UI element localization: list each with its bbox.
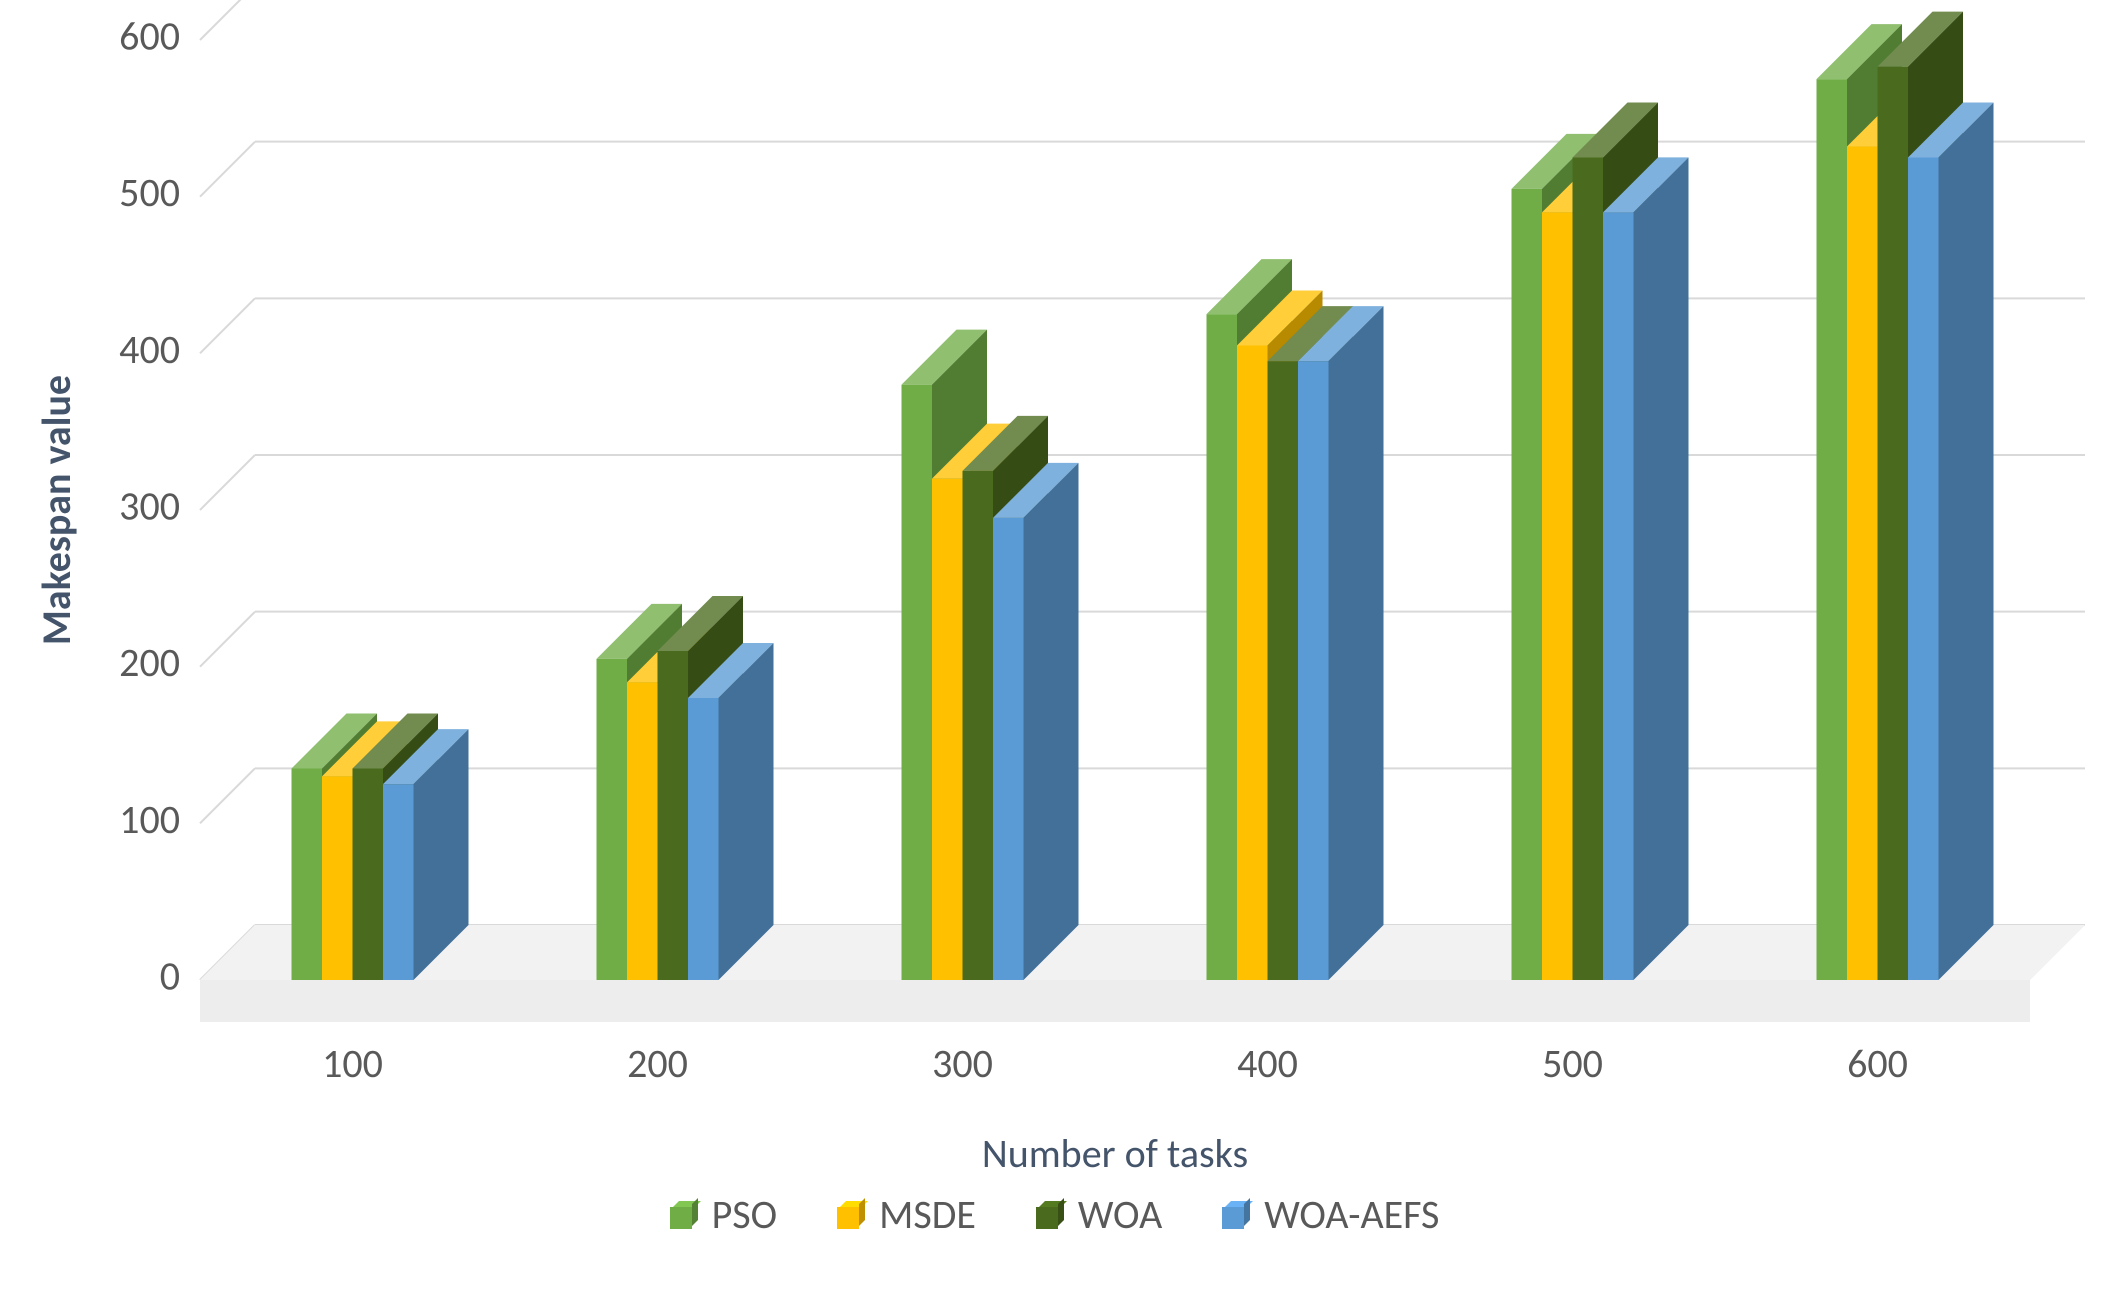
bar	[688, 643, 774, 980]
chart-root: 0 100 200 300 400 500 600 100 200 300 400 500 600 Num…	[0, 0, 2109, 1287]
bar	[1603, 157, 1689, 980]
y-tick-label: 500	[119, 168, 180, 217]
back-wall	[255, 0, 2085, 925]
x-axis-label: Number of tasks	[982, 1129, 1248, 1178]
x-tick-label: 300	[932, 1039, 993, 1088]
bar	[1298, 306, 1384, 980]
legend-label: PSO	[712, 1190, 778, 1239]
x-tick-label: 400	[1237, 1039, 1298, 1088]
x-tick-label: 100	[322, 1039, 383, 1088]
legend-item: WOA-AEFS	[1222, 1190, 1439, 1239]
legend-label: WOA-AEFS	[1264, 1190, 1439, 1239]
legend-swatch	[1036, 1201, 1064, 1229]
legend-item: WOA	[1036, 1190, 1162, 1239]
legend-swatch	[1222, 1201, 1250, 1229]
x-tick-label: 600	[1847, 1039, 1908, 1088]
legend-label: MSDE	[879, 1190, 976, 1239]
legend-item: MSDE	[837, 1190, 976, 1239]
y-tick-label: 300	[119, 482, 180, 531]
legend-swatch	[670, 1201, 698, 1229]
chart-svg: 0 100 200 300 400 500 600 100 200 300 400 500 600 Num…	[0, 0, 2109, 1287]
y-tick-label: 400	[119, 325, 180, 374]
y-tick-label: 600	[119, 12, 180, 61]
legend-label: WOA	[1078, 1190, 1162, 1239]
legend-item: PSO	[670, 1190, 778, 1239]
y-tick-label: 100	[119, 795, 180, 844]
chart-floor-top	[200, 925, 2085, 980]
legend-swatch	[837, 1201, 865, 1229]
side-wall	[200, 0, 255, 980]
x-tick-label: 200	[627, 1039, 688, 1088]
bar	[1908, 103, 1994, 981]
x-tick-label: 500	[1542, 1039, 1603, 1088]
y-tick-label: 200	[119, 638, 180, 687]
legend: PSO MSDE WOA WOA-AEFS	[0, 1190, 2109, 1239]
bar	[993, 463, 1079, 980]
y-axis-label: Makespan value	[32, 375, 81, 645]
y-tick-label: 0	[160, 952, 180, 1001]
